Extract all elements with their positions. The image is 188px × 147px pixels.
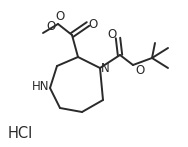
Text: O: O: [135, 64, 145, 76]
Text: HN: HN: [32, 81, 50, 93]
Text: N: N: [101, 62, 109, 76]
Text: O: O: [88, 19, 98, 31]
Text: O: O: [46, 20, 56, 32]
Text: O: O: [55, 10, 65, 24]
Text: O: O: [107, 29, 117, 41]
Text: HCl: HCl: [7, 126, 33, 141]
